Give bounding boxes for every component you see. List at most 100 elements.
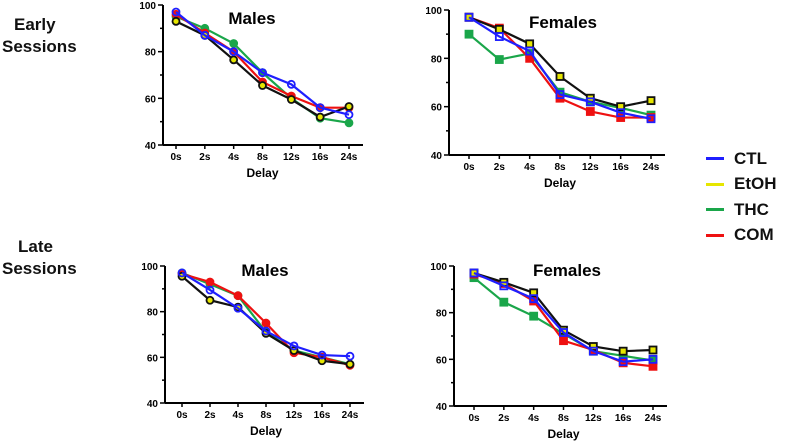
x-axis-label: Delay [544, 176, 576, 190]
data-point-etoh [258, 81, 267, 90]
row-label-early-line1: Early [14, 15, 56, 34]
legend-label: CTL [734, 148, 768, 168]
data-point-ctl [171, 7, 181, 17]
x-tick-label: 8s [558, 413, 570, 424]
data-point-etoh [648, 345, 658, 355]
x-tick-label: 16s [314, 410, 331, 421]
x-tick-label: 0s [176, 410, 188, 421]
data-point-etoh [344, 102, 354, 111]
y-tick-label: 60 [147, 353, 159, 364]
x-tick-label: 24s [643, 162, 660, 173]
data-point-ctl [205, 285, 215, 295]
series-line-ctl [473, 271, 654, 363]
legend-label: THC [734, 199, 769, 219]
x-tick-label: 12s [286, 410, 303, 421]
data-point-etoh [345, 359, 355, 369]
data-point-thc [499, 297, 509, 307]
row-label-late: Late Sessions [2, 236, 77, 280]
data-point-com [233, 291, 243, 301]
data-point-etoh [494, 24, 504, 34]
data-point-ctl [261, 326, 271, 336]
y-tick-label: 40 [436, 402, 448, 413]
x-tick-label: 12s [585, 413, 602, 424]
y-tick-label: 80 [145, 48, 157, 59]
data-point-com [559, 336, 568, 346]
x-tick-label: 16s [612, 162, 629, 173]
y-tick-label: 100 [425, 6, 442, 17]
legend-label: COM [734, 225, 774, 245]
x-tick-label: 2s [199, 152, 211, 163]
data-point-ctl [344, 110, 354, 120]
x-tick-label: 8s [554, 162, 566, 173]
x-tick-label: 8s [257, 152, 269, 163]
series-ctl [464, 12, 656, 124]
series-com [469, 269, 658, 371]
x-tick-label: 8s [260, 410, 272, 421]
series-line-ctl [175, 11, 350, 116]
data-point-ctl [646, 114, 656, 124]
data-point-ctl [648, 354, 658, 364]
data-point-ctl [464, 12, 474, 22]
y-tick-label: 80 [431, 54, 443, 65]
data-point-etoh [618, 346, 628, 356]
data-point-etoh [286, 95, 296, 104]
y-tick-label: 60 [436, 355, 448, 366]
data-point-thc [344, 118, 354, 128]
legend-item-etoh: EtOH [706, 172, 777, 198]
data-point-thc [529, 311, 539, 321]
data-point-ctl [618, 357, 628, 367]
series-line-ctl [468, 16, 652, 120]
y-tick-label: 40 [431, 151, 443, 162]
x-tick-label: 24s [342, 410, 359, 421]
data-point-ctl [525, 46, 535, 56]
x-tick-label: 12s [582, 162, 599, 173]
data-point-etoh [525, 39, 535, 49]
chart-title: Males [241, 261, 288, 280]
legend-swatch [706, 182, 724, 186]
chart-panel-3: 40 60 80 100 0s 2s 4s 8s 12s 16s 24s Delay Males [141, 261, 364, 438]
data-point-ctl [616, 108, 626, 118]
legend-item-thc: THC [706, 197, 777, 223]
chart-panel-2: 40 60 80 100 0s 2s 4s 8s 12s 16s 24s Delay Females [425, 6, 665, 190]
data-point-ctl [585, 97, 595, 107]
data-point-ctl [229, 47, 239, 57]
x-tick-label: 4s [232, 410, 244, 421]
y-tick-label: 80 [147, 308, 159, 319]
x-tick-label: 16s [615, 413, 632, 424]
series-com [177, 269, 355, 370]
data-point-com [585, 107, 595, 116]
legend-swatch [706, 233, 724, 237]
legend-swatch [706, 208, 724, 212]
data-point-etoh [646, 96, 656, 106]
x-axis-label: Delay [547, 427, 579, 441]
legend-label: EtOH [734, 174, 777, 194]
data-point-ctl [494, 32, 504, 41]
data-point-etoh [229, 55, 239, 65]
series-thc [177, 268, 355, 369]
data-point-ctl [499, 281, 509, 291]
y-tick-label: 100 [139, 1, 156, 12]
data-point-ctl [559, 328, 568, 337]
x-tick-label: 16s [312, 152, 329, 163]
data-point-etoh [205, 295, 215, 305]
data-point-com [648, 361, 658, 371]
series-line-ctl [181, 271, 351, 358]
data-point-ctl [345, 351, 355, 361]
row-label-early: Early Sessions [2, 14, 77, 58]
x-tick-label: 2s [498, 413, 510, 424]
legend-item-com: COM [706, 223, 777, 249]
x-tick-label: 24s [645, 413, 662, 424]
data-point-etoh [555, 72, 565, 81]
legend-item-ctl: CTL [706, 146, 777, 172]
data-point-ctl [258, 68, 267, 78]
legend-swatch [706, 157, 724, 161]
x-tick-label: 0s [170, 152, 182, 163]
data-point-thc [229, 39, 239, 48]
data-point-thc [464, 29, 474, 39]
x-tick-label: 12s [283, 152, 300, 163]
y-tick-label: 40 [145, 141, 157, 152]
x-tick-label: 4s [524, 162, 536, 173]
row-label-late-line1: Late [18, 237, 53, 256]
x-tick-label: 4s [528, 413, 540, 424]
x-tick-label: 0s [468, 413, 480, 424]
